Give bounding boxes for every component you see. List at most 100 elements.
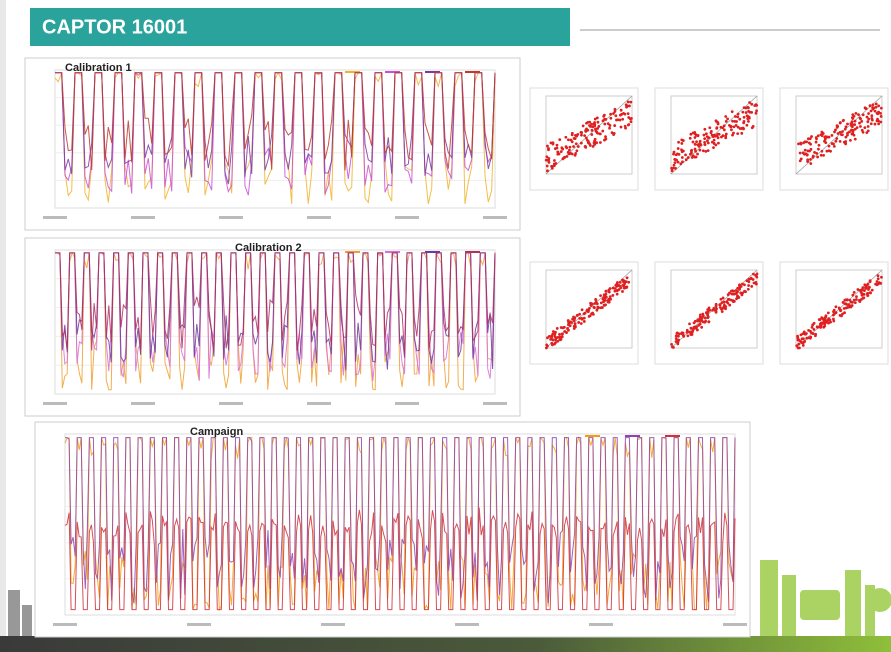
scatter-dot	[593, 121, 596, 124]
scatter-dot	[608, 295, 612, 299]
scatter-dot	[686, 156, 690, 159]
slide-title: CAPTOR 16001	[42, 16, 187, 38]
scatter-dot	[714, 304, 718, 308]
scatter-dot	[557, 152, 561, 156]
scatter-dot	[601, 129, 605, 133]
scatter-dot	[850, 304, 854, 307]
scatter-dot	[674, 153, 678, 157]
scatter-dot	[830, 134, 834, 137]
scatter-dot	[735, 120, 738, 123]
scatter-dot	[832, 144, 836, 148]
scatter-dot	[724, 307, 727, 311]
scatter-dot	[693, 132, 697, 136]
scatter-dot	[603, 294, 607, 298]
city-silhouette	[760, 560, 891, 636]
x-tick-stub	[131, 216, 155, 219]
scatter-dot	[879, 106, 883, 110]
trace	[64, 507, 736, 611]
x-tick-stub	[307, 402, 331, 405]
scatter-dot	[701, 312, 705, 316]
scatter-dot	[603, 298, 607, 302]
scatter-dot	[549, 337, 553, 341]
scatter-dot	[754, 111, 758, 115]
scatter-dot	[818, 318, 822, 321]
scatter-dot	[809, 335, 813, 339]
scatter-dot	[690, 330, 694, 334]
scatter-dot	[874, 282, 877, 286]
x-tick-stub	[219, 216, 243, 219]
scatter-dot	[838, 307, 842, 311]
scatter-dot	[575, 314, 579, 317]
scatter-dot	[590, 133, 594, 136]
scatter-dot	[864, 106, 868, 110]
scatter-dot	[600, 306, 604, 310]
x-tick-stub	[395, 402, 419, 405]
scatter-dot	[830, 142, 834, 145]
scatter-dot	[870, 114, 874, 118]
scatter-dot	[798, 151, 802, 155]
scatter-dot	[580, 316, 584, 320]
scatter-dot	[673, 161, 677, 165]
scatter-dot	[693, 142, 697, 146]
scatter-dot	[862, 292, 866, 296]
scatter-dot	[625, 104, 629, 108]
panel-title: Campaign	[190, 426, 243, 438]
scatter-dot	[551, 338, 555, 342]
scatter-dot	[876, 277, 880, 281]
scatter-dot	[710, 133, 714, 137]
scatter-dot	[814, 334, 817, 338]
scatter-dot	[570, 133, 574, 137]
scatter-dot	[869, 109, 873, 113]
scatter-dot	[821, 132, 825, 135]
scatter-dot	[853, 123, 857, 127]
scatter-dot	[570, 321, 573, 324]
scatter-dot	[623, 112, 627, 116]
scatter-dot	[863, 283, 867, 287]
scatter-dot	[568, 324, 572, 328]
scatter-dot	[721, 296, 725, 300]
scatter-dot	[879, 120, 883, 124]
scatter-plot-area	[670, 95, 758, 175]
scatter-dot	[744, 111, 748, 114]
scatter-dot	[550, 164, 553, 168]
scatter-dot	[565, 155, 569, 158]
scatter-dot	[553, 342, 556, 346]
scatter-dot	[615, 292, 619, 296]
scatter-dot	[740, 293, 744, 297]
scatter-dot	[691, 140, 695, 144]
scatter-dot	[706, 136, 710, 140]
scatter-dot	[684, 153, 687, 157]
scatter-dot	[718, 303, 722, 307]
scatter-dot	[602, 114, 606, 118]
scatter-dot	[879, 111, 882, 115]
scatter-dot	[736, 112, 740, 116]
scatter-dot	[623, 124, 627, 128]
scatter-dot	[625, 276, 629, 280]
scatter-dot	[812, 327, 816, 331]
scatter-dot	[608, 124, 612, 127]
scatter-dot	[736, 125, 740, 129]
scatter-dot	[859, 291, 863, 294]
scatter-dot	[750, 111, 754, 114]
scatter-dot	[799, 340, 803, 344]
scatter-dot	[816, 134, 820, 138]
scatter-dot	[867, 112, 870, 115]
scatter-dot	[629, 120, 633, 124]
scatter-dot	[603, 122, 607, 126]
scatter-dot	[579, 141, 583, 145]
scatter-dot	[576, 145, 580, 148]
x-tick-stub	[321, 623, 345, 626]
x-tick-stub	[307, 216, 331, 219]
scatter-dot	[727, 298, 731, 301]
scatter-dot	[854, 112, 858, 115]
scatter-dot	[547, 334, 551, 338]
panel-title: Calibration 2	[235, 242, 302, 254]
scatter-dot	[553, 147, 557, 151]
scatter-dot	[741, 126, 745, 130]
scatter-dot	[753, 104, 757, 107]
scatter-dot	[609, 297, 612, 301]
scatter-dot	[722, 124, 726, 128]
scatter-dot	[601, 297, 605, 301]
scatter-dot	[551, 330, 555, 333]
scatter-dot	[670, 342, 673, 346]
